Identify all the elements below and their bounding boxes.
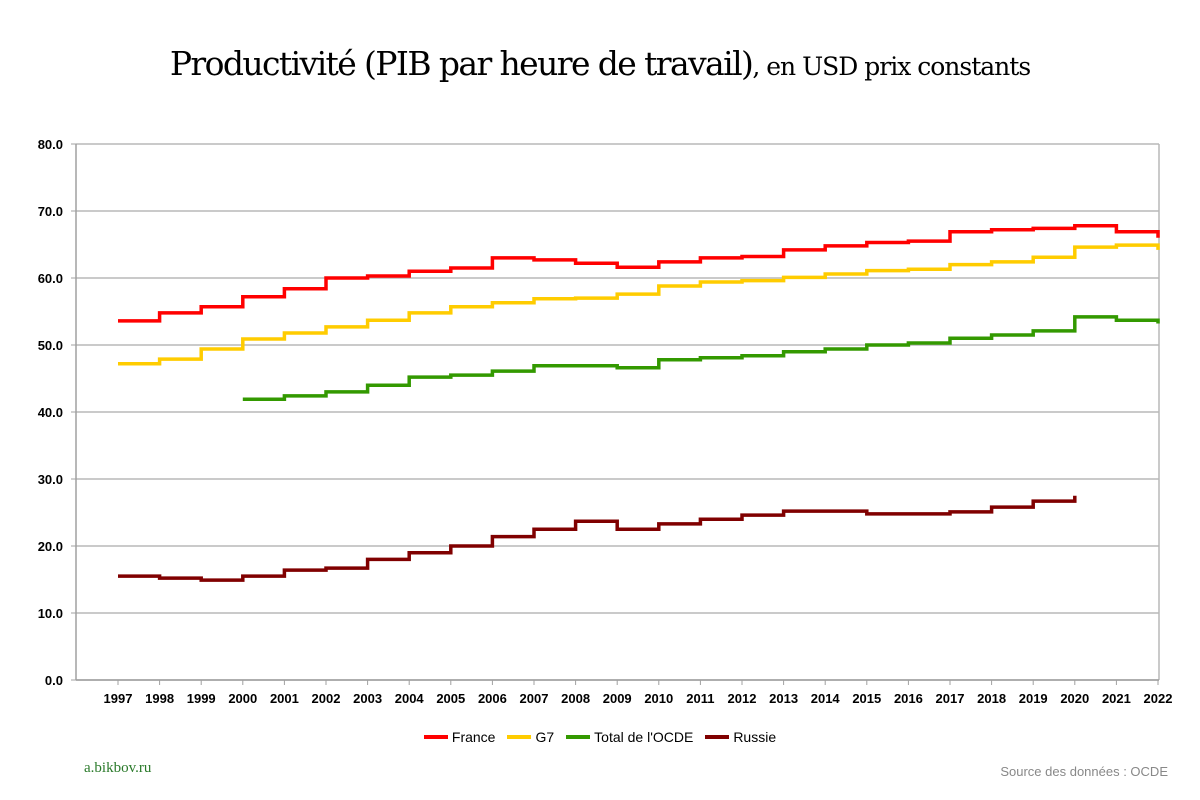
chart-title-sub: , en USD prix constants xyxy=(752,52,1031,81)
x-tick-label: 2006 xyxy=(478,691,507,706)
x-tick-label: 2003 xyxy=(353,691,382,706)
x-tick-label: 2008 xyxy=(561,691,590,706)
y-tick-label: 40.0 xyxy=(38,405,63,420)
legend-label-oecd: Total de l'OCDE xyxy=(594,729,694,745)
y-tick-label: 0.0 xyxy=(45,673,63,688)
site-credit: a.bikbov.ru xyxy=(84,760,152,776)
series-lines xyxy=(117,223,1160,582)
y-tick-label: 10.0 xyxy=(38,606,63,621)
chart-title-main: Productivité (PIB par heure de travail) xyxy=(169,44,754,83)
x-tick-label: 2010 xyxy=(644,691,673,706)
legend-swatch-france xyxy=(423,735,448,739)
x-tick-label: 2016 xyxy=(894,691,923,706)
legend-item-russia: Russie xyxy=(705,729,776,745)
y-tick-label: 60.0 xyxy=(38,271,63,286)
legend-swatch-g7 xyxy=(507,735,532,739)
x-tick-label: 2018 xyxy=(977,691,1006,706)
legend-item-oecd: Total de l'OCDE xyxy=(566,729,693,745)
x-tick-label: 2002 xyxy=(312,691,341,706)
x-tick-label: 2020 xyxy=(1060,691,1089,706)
series-line xyxy=(242,315,1160,402)
x-tick-label: 2011 xyxy=(686,691,714,706)
x-tick-label: 2012 xyxy=(728,691,757,706)
x-tick-label: 2007 xyxy=(520,691,549,706)
legend-swatch-russia xyxy=(705,735,730,739)
x-tick-label: 2019 xyxy=(1019,691,1048,706)
legend-label-russia: Russie xyxy=(733,729,777,745)
x-tick-label: 2014 xyxy=(811,691,841,706)
y-tick-label: 20.0 xyxy=(38,539,63,554)
x-tick-label: 1999 xyxy=(187,691,216,706)
x-tick-label: 1997 xyxy=(104,691,133,706)
legend: France G7 Total de l'OCDE Russie xyxy=(0,729,1200,745)
legend-item-france: France xyxy=(423,729,496,745)
chart-title: Productivité (PIB par heure de travail),… xyxy=(0,44,1200,83)
series-line xyxy=(118,243,1160,366)
series-line xyxy=(118,495,1077,582)
x-tick-label: 2017 xyxy=(936,691,965,706)
x-tick-label: 2015 xyxy=(852,691,881,706)
gridlines xyxy=(76,143,1159,681)
legend-item-g7: G7 xyxy=(507,729,554,745)
legend-label-g7: G7 xyxy=(535,729,555,745)
y-tick-label: 30.0 xyxy=(38,472,63,487)
data-source: Source des données : OCDE xyxy=(1000,764,1168,779)
y-tick-label: 80.0 xyxy=(38,137,63,152)
x-tick-label: 1998 xyxy=(145,691,174,706)
y-tick-label: 70.0 xyxy=(38,204,63,219)
series-total-de-l-ocde xyxy=(242,315,1160,402)
x-tick-label: 2005 xyxy=(436,691,465,706)
x-tick-label: 2009 xyxy=(603,691,632,706)
y-axis-ticks: 0.0 10.0 20.0 30.0 40.0 50.0 60.0 70.0 80.0 xyxy=(38,137,76,688)
series-russie xyxy=(117,495,1077,582)
x-tick-label: 2004 xyxy=(395,691,425,706)
x-axis-ticks: 1997 1998 1999 2000 2001 2002 2003 2004 2005 2006… xyxy=(104,680,1173,706)
x-tick-label: 2022 xyxy=(1144,691,1173,706)
series-line xyxy=(118,223,1160,323)
y-tick-label: 50.0 xyxy=(38,338,63,353)
series-france xyxy=(117,223,1160,323)
x-tick-label: 2000 xyxy=(228,691,257,706)
series-g7 xyxy=(117,243,1160,366)
legend-label-france: France xyxy=(451,729,496,745)
legend-swatch-oecd xyxy=(566,735,591,739)
x-tick-label: 2001 xyxy=(270,691,299,706)
x-tick-label: 2021 xyxy=(1102,691,1131,706)
x-tick-label: 2013 xyxy=(769,691,798,706)
